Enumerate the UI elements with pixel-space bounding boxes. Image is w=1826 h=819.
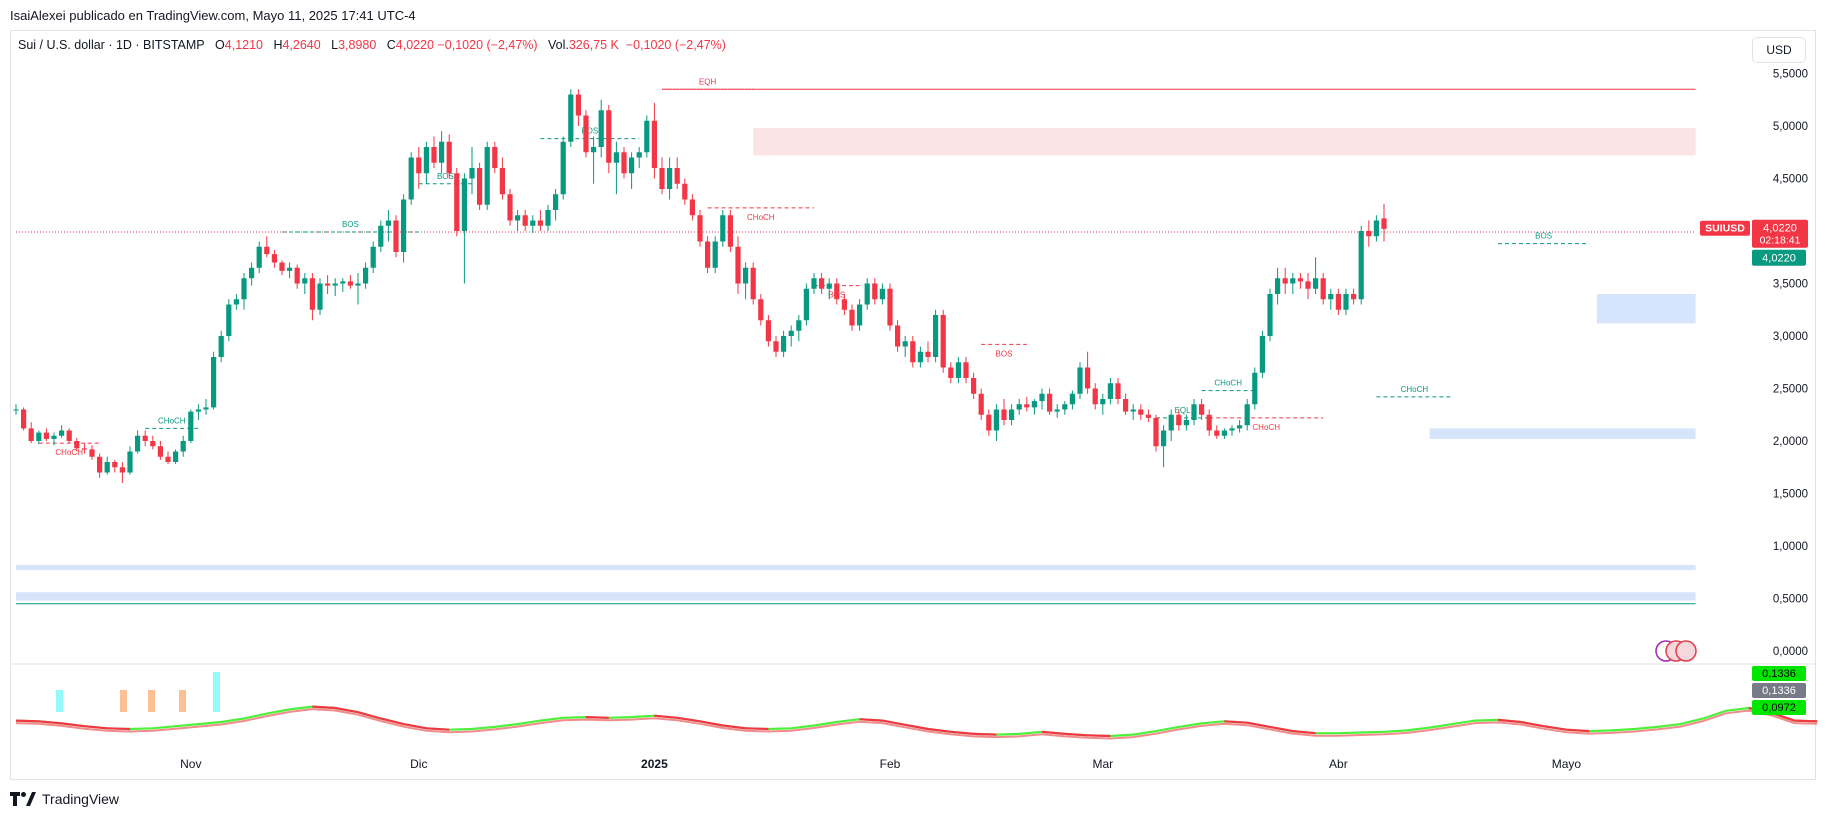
close-value: 4,0220: [395, 38, 434, 52]
volume-change: −0,1020 (−2,47%): [625, 38, 726, 52]
currency-button[interactable]: USD: [1752, 37, 1806, 63]
low-value: 3,8980: [338, 38, 377, 52]
symbol-legend: Sui / U.S. dollar · 1D · BITSTAMP O4,121…: [18, 38, 726, 52]
open-label: O: [215, 38, 225, 52]
chart-frame: [10, 30, 1816, 780]
open-value: 4,1210: [224, 38, 264, 52]
symbol-name[interactable]: Sui / U.S. dollar · 1D · BITSTAMP: [18, 38, 205, 52]
high-label: H: [273, 38, 283, 52]
volume-label: Vol.: [547, 38, 569, 52]
close-label: C: [386, 38, 396, 52]
brand-name: TradingView: [42, 791, 120, 807]
tradingview-brand[interactable]: TradingView: [10, 791, 119, 807]
high-value: 4,2640: [282, 38, 321, 52]
low-label: L: [331, 38, 339, 52]
publisher-line: IsaiAlexei publicado en TradingView.com,…: [10, 8, 416, 23]
tradingview-logo-icon: [10, 792, 36, 806]
volume-value: 326,75 K: [568, 38, 619, 52]
price-change: −0,1020 (−2,47%): [437, 38, 538, 52]
